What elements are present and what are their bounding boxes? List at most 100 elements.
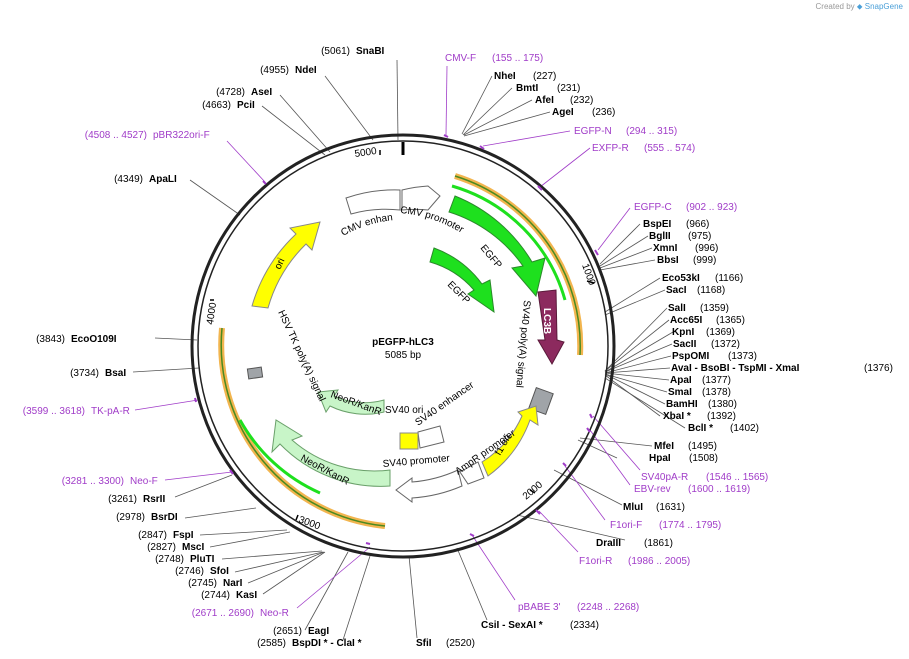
ori-arrow xyxy=(251,221,321,309)
site-name: NdeI xyxy=(295,65,317,76)
site-name: SnaBI xyxy=(356,46,385,57)
credit-text: Created by xyxy=(815,2,855,11)
site-name: KasI xyxy=(236,590,257,601)
f1-ori-arrow xyxy=(481,405,539,477)
site-pos: (5061) xyxy=(321,46,350,57)
primer-name: EGFP-C xyxy=(634,202,672,213)
sv40-ori-box xyxy=(399,432,419,450)
site-name: MscI xyxy=(182,542,204,553)
tick-4000: 4000 xyxy=(205,301,219,325)
site-name: SfiI xyxy=(416,638,432,649)
site-pos: (975) xyxy=(688,231,711,242)
primer-pos: (1986 .. 2005) xyxy=(628,556,690,567)
primer-pos: (2248 .. 2268) xyxy=(577,602,639,613)
site-pos: (1369) xyxy=(706,327,735,338)
site-name: KpnI xyxy=(672,327,694,338)
snapgene-brand: SnapGene xyxy=(864,2,903,11)
primer-binding-arcs xyxy=(218,173,584,529)
cmv-promoter-arrow xyxy=(401,185,441,211)
site-pos: (2585) xyxy=(257,638,286,649)
site-pos: (4955) xyxy=(260,65,289,76)
primer-labels: CMV-F (155 .. 175) EGFP-N (294 .. 315) E… xyxy=(23,53,769,619)
site-pos: (232) xyxy=(570,95,593,106)
cmv-enhancer-arrow xyxy=(345,189,401,215)
hsv-tk-polya-box xyxy=(246,366,264,380)
primer-name: EBV-rev xyxy=(634,484,671,495)
site-name: NarI xyxy=(223,578,243,589)
site-pos: (2847) xyxy=(138,530,167,541)
site-pos: (1495) xyxy=(688,441,717,452)
site-pos: (2746) xyxy=(175,566,204,577)
primer-pos: (3599 .. 3618) xyxy=(23,406,85,417)
site-pos: (1372) xyxy=(711,339,740,350)
tick-5000: 5000 xyxy=(354,146,378,160)
neokanr-inner-arrow xyxy=(317,389,385,415)
site-pos: (2978) xyxy=(116,512,145,523)
primer-pos: (155 .. 175) xyxy=(492,53,543,64)
plasmid-length: 5085 bp xyxy=(385,350,422,361)
site-name: BmtI xyxy=(516,83,538,94)
sv40-promoter-label: SV40 promoter xyxy=(382,453,451,470)
site-pos: (999) xyxy=(693,255,716,266)
site-pos: (2748) xyxy=(155,554,184,565)
site-name: XmnI xyxy=(653,243,678,254)
egfp-label: EGFP xyxy=(478,243,504,271)
restriction-sites: (5061) SnaBI (4955) NdeI (4728) AseI (46… xyxy=(36,46,893,649)
site-pos: (2520) xyxy=(446,638,475,649)
site-pos: (1365) xyxy=(716,315,745,326)
site-name: PspOMI xyxy=(672,351,709,362)
site-name: BspEI xyxy=(643,219,672,230)
primer-connector-lines xyxy=(134,65,641,609)
site-name: BsrDI xyxy=(151,512,178,523)
site-pos: (1380) xyxy=(708,399,737,410)
site-name: BbsI xyxy=(657,255,679,266)
site-name: NheI xyxy=(494,71,516,82)
primer-name: pBR322ori-F xyxy=(153,130,210,141)
site-name: ApaI xyxy=(670,375,692,386)
site-name: SfoI xyxy=(210,566,229,577)
site-name: ApaLI xyxy=(149,174,177,185)
primer-pos: (2671 .. 2690) xyxy=(192,608,254,619)
site-name: SmaI xyxy=(668,387,692,398)
site-pos: (966) xyxy=(686,219,709,230)
tick-1000: 1000 xyxy=(579,262,597,287)
primer-pos: (555 .. 574) xyxy=(644,143,695,154)
site-pos: (4349) xyxy=(114,174,143,185)
cmv-enhancer-label: CMV enhancer xyxy=(0,0,393,239)
plasmid-name: pEGFP-hLC3 xyxy=(372,337,434,348)
primer-name: F1ori-F xyxy=(610,520,642,531)
plasmid-backbone xyxy=(190,133,616,559)
primer-pos: (1546 .. 1565) xyxy=(706,472,768,483)
site-connector-lines xyxy=(132,59,686,641)
site-pos: (227) xyxy=(533,71,556,82)
sv40-polya-label: SV40 poly(A) signal xyxy=(513,300,532,388)
site-name: RsrII xyxy=(143,494,165,505)
primer-name: Neo-R xyxy=(260,608,289,619)
site-name: DraIII xyxy=(596,538,621,549)
site-pos: (1166) xyxy=(715,273,743,284)
site-name: XbaI * xyxy=(663,411,691,422)
site-pos: (1376) xyxy=(864,363,893,374)
primer-name: CMV-F xyxy=(445,53,476,64)
site-pos: (1373) xyxy=(728,351,757,362)
site-pos: (3843) xyxy=(36,334,65,345)
site-pos: (3261) xyxy=(108,494,137,505)
site-pos: (1378) xyxy=(702,387,731,398)
site-pos: (1168) xyxy=(697,285,725,296)
hsv-tk-polya-label: HSV TK poly(A) signal xyxy=(275,309,327,404)
site-name: BclI * xyxy=(688,423,713,434)
site-pos: (1508) xyxy=(689,453,718,464)
site-pos: (1861) xyxy=(644,538,673,549)
neokanr-arrow xyxy=(271,419,391,487)
site-pos: (4728) xyxy=(216,87,245,98)
site-pos: (1359) xyxy=(700,303,729,314)
primer-pos: (3281 .. 3300) xyxy=(62,476,124,487)
site-pos: (1377) xyxy=(702,375,731,386)
primer-pos: (1600 .. 1619) xyxy=(688,484,750,495)
lc3b-arrow xyxy=(537,289,565,366)
primer-name: Neo-F xyxy=(130,476,158,487)
site-pos: (2745) xyxy=(188,578,217,589)
site-name: SacI xyxy=(666,285,687,296)
site-name: SalI xyxy=(668,303,686,314)
